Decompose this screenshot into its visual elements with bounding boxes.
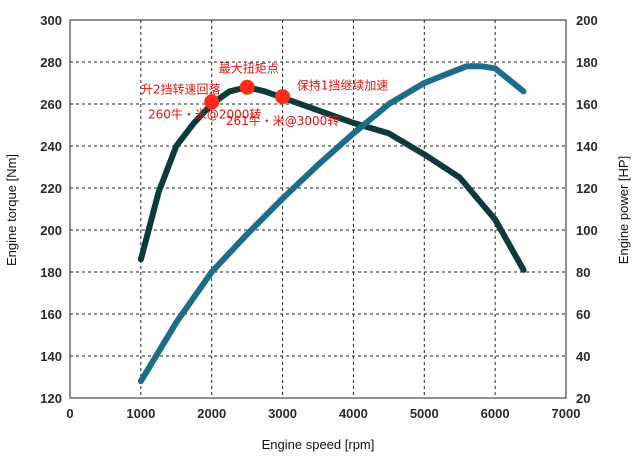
plot-frame [69, 19, 567, 399]
annotation-label: 260牛・米@2000转 [148, 107, 261, 122]
y-right-tick-label: 60 [576, 307, 590, 322]
y-right-tick-label: 40 [576, 349, 590, 364]
x-tick-label: 4000 [339, 406, 368, 421]
torque-series-line [137, 84, 527, 273]
y-right-tick-label: 160 [576, 97, 598, 112]
annotation-label: 最大扭矩点 [219, 62, 279, 76]
annotation-label: 升2挡转速回落 [141, 82, 221, 97]
y-left-tick-label: 220 [40, 181, 62, 196]
y-right-tick-label: 100 [576, 223, 598, 238]
y-left-tick-label: 280 [40, 55, 62, 70]
x-tick-label: 3000 [268, 406, 297, 421]
y-right-tick-label: 140 [576, 139, 598, 154]
marker-layer [204, 79, 291, 110]
annotation-label: 保持1挡继续加速 [297, 77, 389, 92]
y-right-axis-label: Engine power [HP] [616, 156, 631, 264]
y-left-axis-label: Engine torque [Nm] [4, 154, 19, 266]
annotation-label: 261牛・米@3000转 [226, 113, 339, 128]
highlight-point-marker [275, 89, 291, 105]
highlight-point-marker [239, 79, 255, 95]
x-tick-label: 7000 [552, 406, 581, 421]
y-right-tick-label: 120 [576, 181, 598, 196]
grid [69, 19, 567, 399]
x-tick-label: 5000 [410, 406, 439, 421]
tick-layer: 0 1000 2000 3000 4000 5000 6000 7000 120 140 160 18… [40, 13, 597, 421]
x-tick-label: 1000 [126, 406, 155, 421]
highlight-point-marker [204, 94, 220, 110]
y-right-tick-label: 80 [576, 265, 590, 280]
x-tick-label: 2000 [197, 406, 226, 421]
y-left-tick-label: 160 [40, 307, 62, 322]
y-right-tick-label: 20 [576, 391, 590, 406]
y-left-tick-label: 180 [40, 265, 62, 280]
y-left-tick-label: 200 [40, 223, 62, 238]
y-left-tick-label: 120 [40, 391, 62, 406]
y-left-tick-label: 140 [40, 349, 62, 364]
y-left-tick-label: 260 [40, 97, 62, 112]
y-right-tick-label: 180 [576, 55, 598, 70]
y-right-tick-label: 200 [576, 13, 598, 28]
y-left-tick-label: 240 [40, 139, 62, 154]
y-left-tick-label: 300 [40, 13, 62, 28]
power-series-line [137, 63, 527, 385]
x-tick-label: 6000 [481, 406, 510, 421]
x-tick-label: 0 [66, 406, 73, 421]
series-layer [137, 63, 527, 385]
x-axis-label: Engine speed [rpm] [262, 437, 375, 452]
